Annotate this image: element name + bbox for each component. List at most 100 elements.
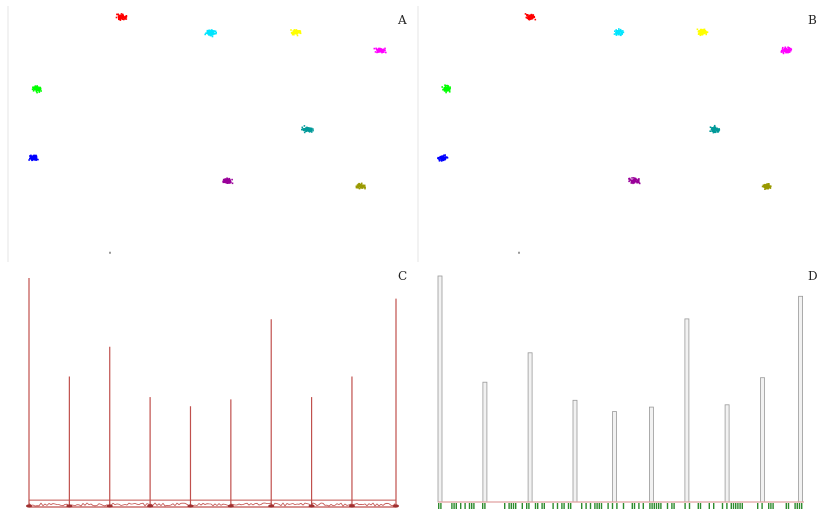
- scatter-point: [204, 33, 206, 36]
- scatter-point: [363, 184, 366, 187]
- scatter-point: [529, 18, 532, 20]
- scatter-point: [358, 187, 361, 190]
- rug-tick: [801, 503, 803, 509]
- scatter-point: [449, 87, 451, 89]
- scatter-point: [531, 15, 533, 17]
- scatter-point: [713, 129, 716, 132]
- scatter-point: [34, 157, 36, 159]
- scatter-point: [781, 51, 783, 53]
- rug-tick: [768, 503, 770, 509]
- cluster-2: [290, 29, 302, 37]
- scatter-point: [122, 18, 125, 21]
- scatter-point: [29, 157, 31, 160]
- scatter-point: [447, 89, 449, 92]
- scatter-point: [227, 181, 229, 183]
- scatter-point: [437, 157, 439, 160]
- scatter-point: [228, 182, 230, 184]
- scatter-point: [700, 33, 702, 36]
- cluster-4: [31, 85, 42, 94]
- scatter-point: [620, 30, 622, 32]
- scatter-point: [716, 129, 719, 132]
- rug-tick: [633, 503, 636, 509]
- rug-tick: [737, 503, 739, 509]
- cluster-7: [222, 177, 234, 185]
- scatter-point: [206, 29, 209, 32]
- scatter-point: [35, 157, 38, 159]
- scatter-point: [444, 156, 447, 159]
- scatter-point: [383, 49, 386, 51]
- scatter-point: [630, 179, 632, 181]
- cluster-1: [613, 28, 625, 37]
- rug-tick: [504, 503, 506, 509]
- scatter-point: [378, 48, 381, 50]
- scatter-point: [529, 14, 532, 17]
- scatter-point: [448, 88, 451, 91]
- scatter-point: [438, 160, 441, 162]
- scatter-point: [296, 29, 298, 32]
- scatter-point: [301, 128, 303, 131]
- rug-tick: [651, 503, 653, 509]
- scatter-point: [633, 182, 636, 184]
- scatter-point: [223, 180, 226, 182]
- scatter-point: [628, 180, 630, 183]
- scatter-point: [533, 16, 536, 18]
- panel-a-scatter: A: [7, 6, 407, 262]
- scatter-point: [206, 30, 209, 33]
- scatter-point: [534, 18, 537, 21]
- scatter-point: [787, 49, 790, 52]
- scatter-point: [619, 33, 622, 35]
- scatter-point: [305, 127, 307, 130]
- scatter-point: [637, 178, 639, 181]
- cluster-3: [373, 47, 387, 54]
- scatter-point: [781, 47, 784, 50]
- scatter-point: [116, 13, 118, 16]
- peak-base: [147, 504, 154, 508]
- rug-tick: [567, 503, 570, 509]
- scatter-point: [788, 51, 791, 53]
- bar: [527, 352, 533, 503]
- rug-tick: [438, 503, 440, 509]
- scatter-point: [226, 182, 229, 184]
- scatter-point: [696, 28, 699, 31]
- bar: [684, 318, 690, 503]
- scatter-point: [714, 126, 717, 129]
- scatter-point: [769, 187, 772, 189]
- scatter-point: [32, 157, 34, 159]
- scatter-point: [122, 13, 124, 16]
- scatter-point: [783, 47, 786, 50]
- scatter-point: [290, 29, 292, 31]
- scatter-point: [35, 158, 38, 160]
- scatter-point: [618, 33, 621, 35]
- scatter-point: [124, 18, 126, 20]
- scatter-point: [308, 129, 310, 132]
- scatter-point: [385, 51, 387, 54]
- scatter-point: [118, 15, 121, 17]
- scatter-point: [443, 157, 445, 159]
- rug-tick: [653, 503, 655, 509]
- scatter-point: [713, 124, 716, 127]
- scatter-point: [445, 84, 447, 87]
- scatter-point: [210, 33, 213, 36]
- scatter-point: [444, 85, 447, 88]
- scatter-point: [621, 32, 623, 35]
- scatter-point: [355, 185, 358, 188]
- scatter-point: [296, 30, 298, 33]
- outlier-point: [518, 251, 520, 254]
- scatter-point: [634, 179, 637, 181]
- scatter-point: [310, 127, 313, 130]
- scatter-point: [766, 187, 768, 189]
- scatter-point: [622, 30, 624, 32]
- scatter-point: [709, 126, 712, 128]
- scatter-point: [633, 177, 635, 179]
- scatter-point: [121, 16, 123, 19]
- cluster-2: [696, 28, 709, 37]
- rug-tick: [739, 503, 741, 509]
- rug-tick: [521, 503, 523, 509]
- scatter-point: [33, 86, 35, 88]
- scatter-point: [441, 86, 443, 88]
- rug-tick: [455, 503, 457, 509]
- scatter-point: [377, 49, 379, 52]
- panel-d-bar-plot: D: [437, 269, 818, 509]
- scatter-point: [764, 185, 766, 187]
- rug-tick: [611, 503, 614, 509]
